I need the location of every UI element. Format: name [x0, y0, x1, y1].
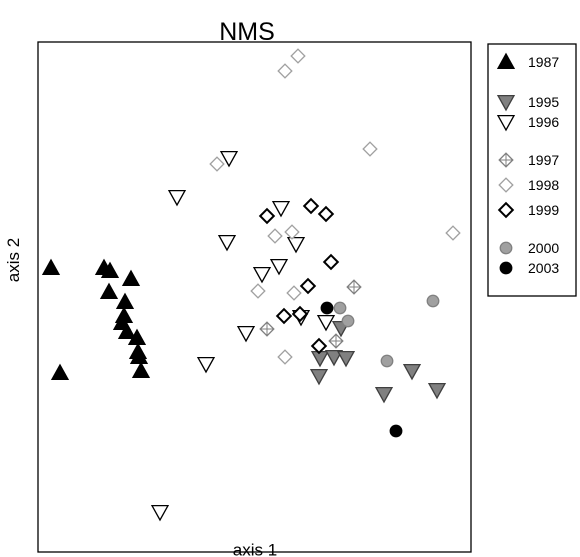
point-1995-8 [427, 382, 447, 400]
point-1987-11 [127, 328, 147, 346]
point-1999-5 [299, 277, 317, 295]
point-1996-8 [236, 325, 256, 343]
point-1987-5 [99, 282, 119, 300]
point-2000-4 [380, 354, 394, 368]
legend-marker-1987 [496, 52, 516, 70]
legend-label-1998: 1998 [528, 177, 559, 193]
legend-marker-2000 [499, 241, 513, 255]
point-1998-8 [286, 285, 302, 301]
point-1996-3 [217, 234, 237, 252]
point-1999-8 [310, 337, 328, 355]
point-1998-3 [209, 156, 225, 172]
plot-frame [37, 41, 472, 553]
point-1987-14 [131, 361, 151, 379]
point-1998-4 [362, 141, 378, 157]
point-2003-2 [389, 424, 403, 438]
legend-label-2000: 2000 [528, 240, 559, 256]
point-2000-1 [333, 301, 347, 315]
x-axis-label: axis 1 [233, 541, 277, 557]
point-1995-7 [402, 363, 422, 381]
legend-marker-1997 [498, 152, 514, 168]
point-1998-7 [250, 283, 266, 299]
point-1999-3 [317, 205, 335, 223]
point-1996-9 [196, 356, 216, 374]
point-1996-11 [316, 314, 336, 332]
point-1996-1 [219, 150, 239, 168]
legend-marker-2003 [499, 261, 513, 275]
point-1998-9 [277, 349, 293, 365]
point-1996-2 [167, 189, 187, 207]
point-1987-4 [100, 261, 120, 279]
point-1999-2 [302, 197, 320, 215]
point-1999-4 [322, 253, 340, 271]
point-1999-7 [291, 305, 309, 323]
point-1995-3 [336, 350, 356, 368]
legend-label-2003: 2003 [528, 260, 559, 276]
legend-label-1995: 1995 [528, 94, 559, 110]
point-1987-7 [115, 292, 135, 310]
legend-marker-1998 [498, 177, 514, 193]
legend-label-1987: 1987 [528, 54, 559, 70]
legend-label-1997: 1997 [528, 152, 559, 168]
point-1997-3 [328, 333, 344, 349]
point-1997-1 [259, 321, 275, 337]
point-1987-2 [50, 363, 70, 381]
point-1996-5 [252, 266, 272, 284]
point-1987-6 [121, 269, 141, 287]
point-1999-6 [275, 307, 293, 325]
legend: 1987 1995 1996 1997 1998 1999 2000 2003 [496, 52, 559, 276]
point-1987-10 [117, 322, 137, 340]
point-1998-1 [277, 63, 293, 79]
legend-marker-1999 [497, 201, 515, 219]
point-1987-1 [41, 258, 61, 276]
point-1997-2 [346, 279, 362, 295]
point-1998-6 [284, 224, 300, 240]
point-1995-6 [374, 386, 394, 404]
chart-title: NMS [219, 18, 275, 46]
point-1995-1 [310, 350, 330, 368]
legend-label-1996: 1996 [528, 114, 559, 130]
point-2003-1 [320, 301, 334, 315]
point-1987-13 [129, 347, 149, 365]
point-1996-4 [271, 200, 291, 218]
legend-box [487, 43, 577, 297]
scatter-points [41, 48, 461, 522]
y-axis-label: axis 2 [4, 238, 23, 282]
point-1998-2 [290, 48, 306, 64]
point-2000-3 [426, 294, 440, 308]
point-1998-10 [445, 225, 461, 241]
point-1996-6 [269, 258, 289, 276]
point-2000-2 [341, 314, 355, 328]
legend-marker-1996 [496, 114, 516, 132]
point-1996-12 [150, 504, 170, 522]
point-1999-1 [258, 207, 276, 225]
point-1995-5 [309, 368, 329, 386]
legend-marker-1995 [496, 94, 516, 112]
legend-label-1999: 1999 [528, 202, 559, 218]
point-1998-5 [267, 228, 283, 244]
point-1995-2 [324, 349, 344, 367]
point-1996-7 [286, 236, 306, 254]
